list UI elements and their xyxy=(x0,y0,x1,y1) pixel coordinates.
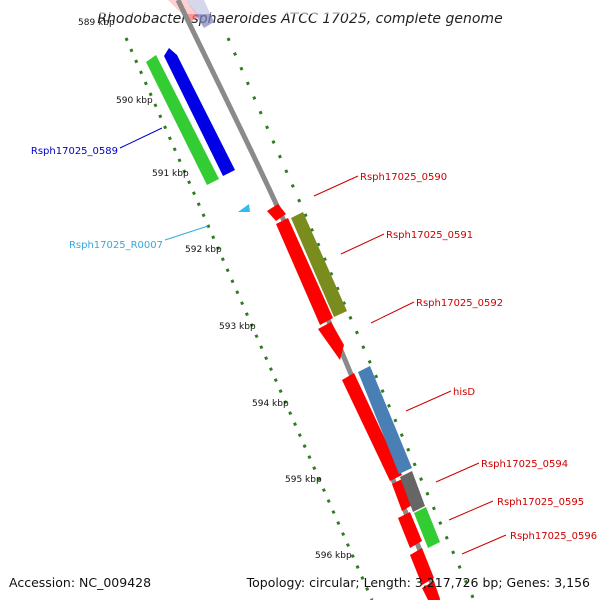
gene-green-0588 xyxy=(146,55,219,185)
tick-589kbp: 589 kbp xyxy=(78,18,115,28)
gene-gray-0594b xyxy=(400,471,425,512)
tick-591kbp: 591 kbp xyxy=(152,169,189,179)
label-rsph17025-0594[interactable]: Rsph17025_0594 xyxy=(481,459,568,470)
gene-hisd xyxy=(342,373,402,481)
label-rsph17025-0591[interactable]: Rsph17025_0591 xyxy=(386,230,473,241)
tick-594kbp: 594 kbp xyxy=(252,399,289,409)
gc-skew-track-inner xyxy=(124,37,374,600)
tick-592kbp: 592 kbp xyxy=(185,245,222,255)
gene-rsph17025-0594 xyxy=(392,478,414,511)
gene-rsph17025-0589 xyxy=(164,48,235,176)
accession-text: Accession: NC_009428 xyxy=(9,575,151,590)
label-rsph17025-0592[interactable]: Rsph17025_0592 xyxy=(416,298,503,309)
gene-rsph17025-0592 xyxy=(318,322,344,360)
label-rsph17025-0589[interactable]: Rsph17025_0589 xyxy=(31,146,118,157)
gene-green-0595b xyxy=(414,507,440,548)
tick-596kbp: 596 kbp xyxy=(315,551,352,561)
label-rsph17025-0590[interactable]: Rsph17025_0590 xyxy=(360,172,447,183)
gene-steel-hisd xyxy=(358,366,412,474)
label-rsph17025-0596[interactable]: Rsph17025_0596 xyxy=(510,531,597,542)
gene-bottom-red xyxy=(422,581,440,600)
label-hisd[interactable]: hisD xyxy=(453,387,475,398)
gene-olive-0591b xyxy=(291,212,347,317)
gene-rsph17025-0596 xyxy=(410,548,434,585)
genome-backbone xyxy=(175,0,441,600)
topology-text: Topology: circular; Length: 3,217,726 bp… xyxy=(246,575,590,590)
tick-593kbp: 593 kbp xyxy=(219,322,256,332)
gene-rsph17025-0595 xyxy=(398,512,422,548)
gc-skew-track-outer xyxy=(226,37,476,600)
gene-rsph17025-0590 xyxy=(267,204,286,221)
tick-590kbp: 590 kbp xyxy=(116,96,153,106)
tick-595kbp: 595 kbp xyxy=(285,475,322,485)
label-rsph17025-0595[interactable]: Rsph17025_0595 xyxy=(497,497,584,508)
gene-rsph17025-r0007 xyxy=(238,204,250,212)
gene-rsph17025-0591 xyxy=(276,218,333,325)
label-rsph17025-r0007[interactable]: Rsph17025_R0007 xyxy=(69,240,163,251)
